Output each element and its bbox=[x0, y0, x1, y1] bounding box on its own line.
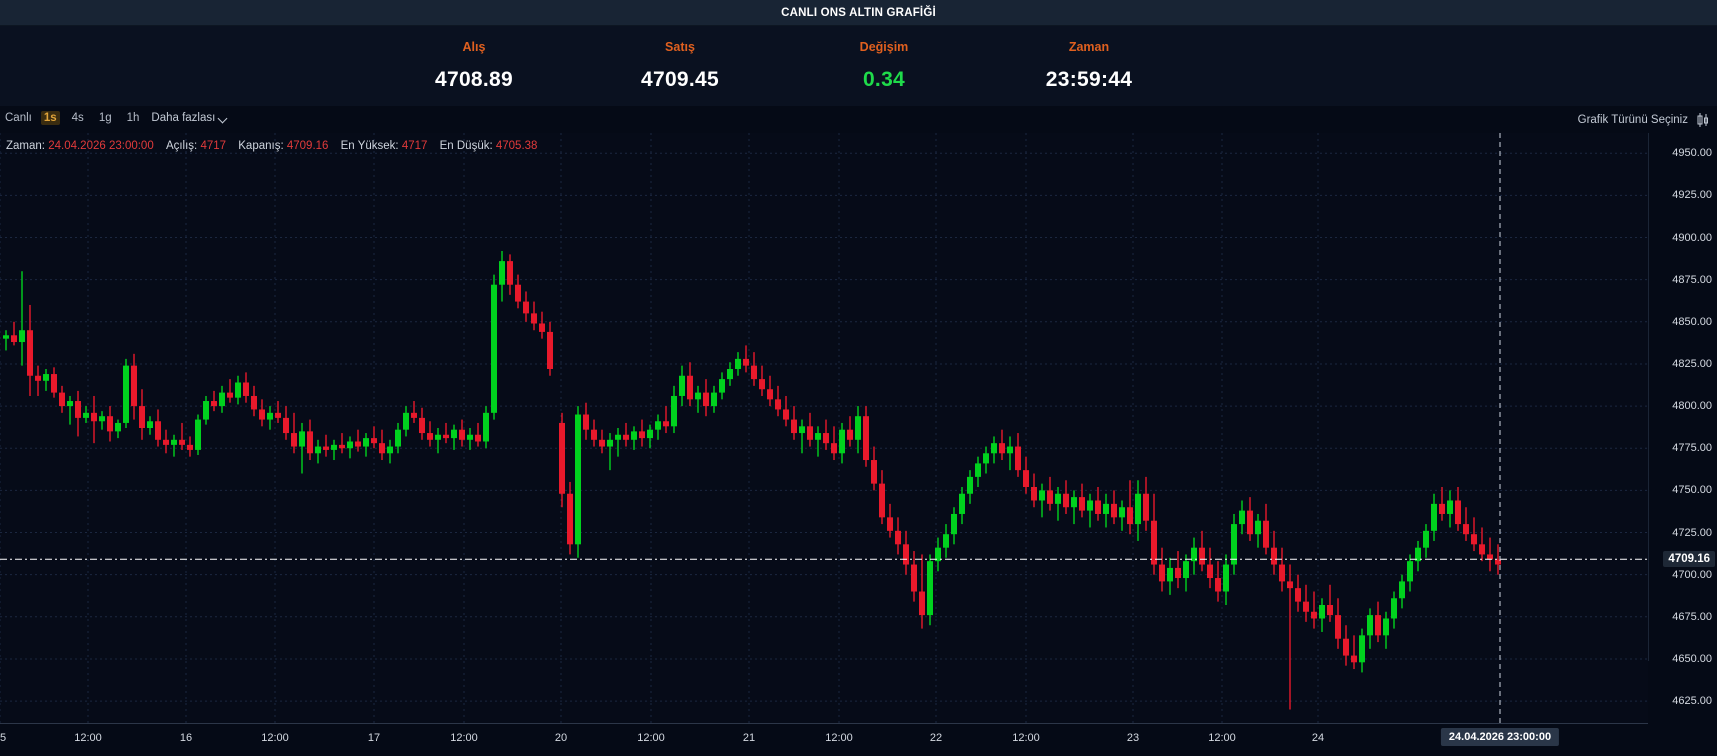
quote-value: 4708.89 bbox=[434, 68, 513, 91]
quote-label: Değişim bbox=[859, 40, 909, 54]
price-axis-tick: 4925.00 bbox=[1672, 189, 1712, 202]
timeframe-1s[interactable]: 1s bbox=[40, 111, 60, 125]
time-axis-tick: 12:00 bbox=[637, 732, 665, 744]
time-axis-tick: 12:00 bbox=[1012, 732, 1040, 744]
price-axis-tick: 4775.00 bbox=[1672, 442, 1712, 455]
crosshair-time-badge: 24.04.2026 23:00:00 bbox=[1440, 728, 1560, 746]
ohlc-time-value: 24.04.2026 23:00:00 bbox=[48, 140, 154, 152]
timeframe-1g[interactable]: 1g bbox=[98, 112, 112, 124]
timeframe-4s[interactable]: 4s bbox=[71, 112, 84, 124]
more-options-label: Daha fazlası bbox=[151, 112, 216, 124]
chart-toolbar: Canlı 1s 4s 1g 1h Daha fazlası Grafik Türün… bbox=[0, 106, 1717, 134]
time-axis-tick: 12:00 bbox=[825, 732, 853, 744]
ohlc-high-key: En Yüksek: bbox=[340, 140, 399, 152]
ohlc-time-key: Zaman: bbox=[6, 140, 45, 152]
quote-value: 4709.45 bbox=[640, 68, 719, 91]
price-axis-tick: 4750.00 bbox=[1672, 484, 1712, 497]
time-axis-tick: 23 bbox=[1126, 732, 1140, 744]
time-axis-tick: 12:00 bbox=[261, 732, 289, 744]
chart-container[interactable]: Zaman: 24.04.2026 23:00:00 Açılış: 4717 … bbox=[0, 133, 1717, 756]
quote-label: Satış bbox=[665, 40, 695, 54]
price-axis-tick: 4825.00 bbox=[1672, 357, 1712, 370]
time-axis-tick: 17 bbox=[367, 732, 381, 744]
chart-type-label: Grafik Türünü Seçiniz bbox=[1577, 114, 1688, 126]
ohlc-low-key: En Düşük: bbox=[439, 140, 493, 152]
quote-value: 23:59:44 bbox=[1045, 68, 1133, 91]
page-title: CANLI ONS ALTIN GRAFİĞİ bbox=[781, 6, 936, 19]
price-axis-tick: 4800.00 bbox=[1672, 400, 1712, 413]
more-options-button[interactable]: Daha fazlası bbox=[151, 112, 228, 124]
time-axis-tick: 16 bbox=[179, 732, 193, 744]
price-axis-tick: 4950.00 bbox=[1672, 147, 1712, 160]
time-axis-tick: 12:00 bbox=[1208, 732, 1236, 744]
grid-lines bbox=[0, 133, 1648, 723]
quote-column-satış: Satış 4709.45 bbox=[580, 26, 780, 92]
timeframe-group: Canlı 1s 4s 1g 1h Daha fazlası bbox=[5, 111, 228, 125]
ohlc-close-key: Kapanış: bbox=[238, 140, 284, 152]
quote-label: Alış bbox=[462, 40, 486, 54]
chevron-down-icon bbox=[219, 114, 228, 123]
candle-series bbox=[3, 251, 1501, 710]
time-axis-tick: 21 bbox=[742, 732, 756, 744]
price-axis-tick: 4700.00 bbox=[1672, 568, 1712, 581]
current-price-badge: 4709.16 bbox=[1663, 551, 1715, 568]
time-axis-tick: 12:00 bbox=[74, 732, 102, 744]
time-axis-tick: 12:00 bbox=[450, 732, 478, 744]
price-axis-tick: 4625.00 bbox=[1672, 695, 1712, 708]
ohlc-open-key: Açılış: bbox=[165, 140, 198, 152]
price-axis[interactable]: 4950.00 4925.00 4900.00 4875.00 4850.00 4825.… bbox=[1648, 133, 1717, 707]
live-label: Canlı bbox=[5, 112, 32, 124]
chart-canvas bbox=[0, 133, 1648, 723]
time-axis-tick: 24 bbox=[1311, 732, 1325, 744]
ohlc-high-value: 4717 bbox=[401, 140, 428, 152]
time-axis-tick: 15 bbox=[0, 732, 7, 744]
time-axis-tick: 22 bbox=[929, 732, 943, 744]
quote-label: Zaman bbox=[1068, 40, 1110, 54]
quote-column-zaman: Zaman 23:59:44 bbox=[989, 26, 1189, 92]
time-axis-tick: 20 bbox=[554, 732, 568, 744]
time-axis[interactable]: 15 12:00 16 12:00 17 12:00 20 12:00 21 12:00 22 12:… bbox=[0, 723, 1648, 756]
price-axis-tick: 4675.00 bbox=[1672, 610, 1712, 623]
quote-column-alış: Alış 4708.89 bbox=[374, 26, 574, 92]
quote-value: 0.34 bbox=[862, 68, 906, 91]
price-axis-tick: 4875.00 bbox=[1672, 273, 1712, 286]
price-axis-tick: 4850.00 bbox=[1672, 315, 1712, 328]
ohlc-legend: Zaman: 24.04.2026 23:00:00 Açılış: 4717 … bbox=[6, 140, 537, 152]
app-title-bar: CANLI ONS ALTIN GRAFİĞİ bbox=[0, 0, 1717, 26]
price-axis-tick: 4725.00 bbox=[1672, 526, 1712, 539]
chart-type-selector[interactable]: Grafik Türünü Seçiniz bbox=[1578, 112, 1711, 128]
quote-strip: Alış 4708.89 Satış 4709.45 Değişim 0.34 Zaman 2… bbox=[0, 26, 1717, 106]
quote-column-değişim: Değişim 0.34 bbox=[784, 26, 984, 92]
price-axis-tick: 4650.00 bbox=[1672, 652, 1712, 665]
price-axis-tick: 4900.00 bbox=[1672, 231, 1712, 244]
candlestick-icon bbox=[1697, 113, 1708, 127]
ohlc-close-value: 4709.16 bbox=[286, 140, 329, 152]
candlestick-plot[interactable]: Zaman: 24.04.2026 23:00:00 Açılış: 4717 … bbox=[0, 133, 1648, 723]
ohlc-low-value: 4705.38 bbox=[495, 140, 538, 152]
ohlc-open-value: 4717 bbox=[200, 140, 227, 152]
timeframe-1h[interactable]: 1h bbox=[126, 112, 140, 124]
